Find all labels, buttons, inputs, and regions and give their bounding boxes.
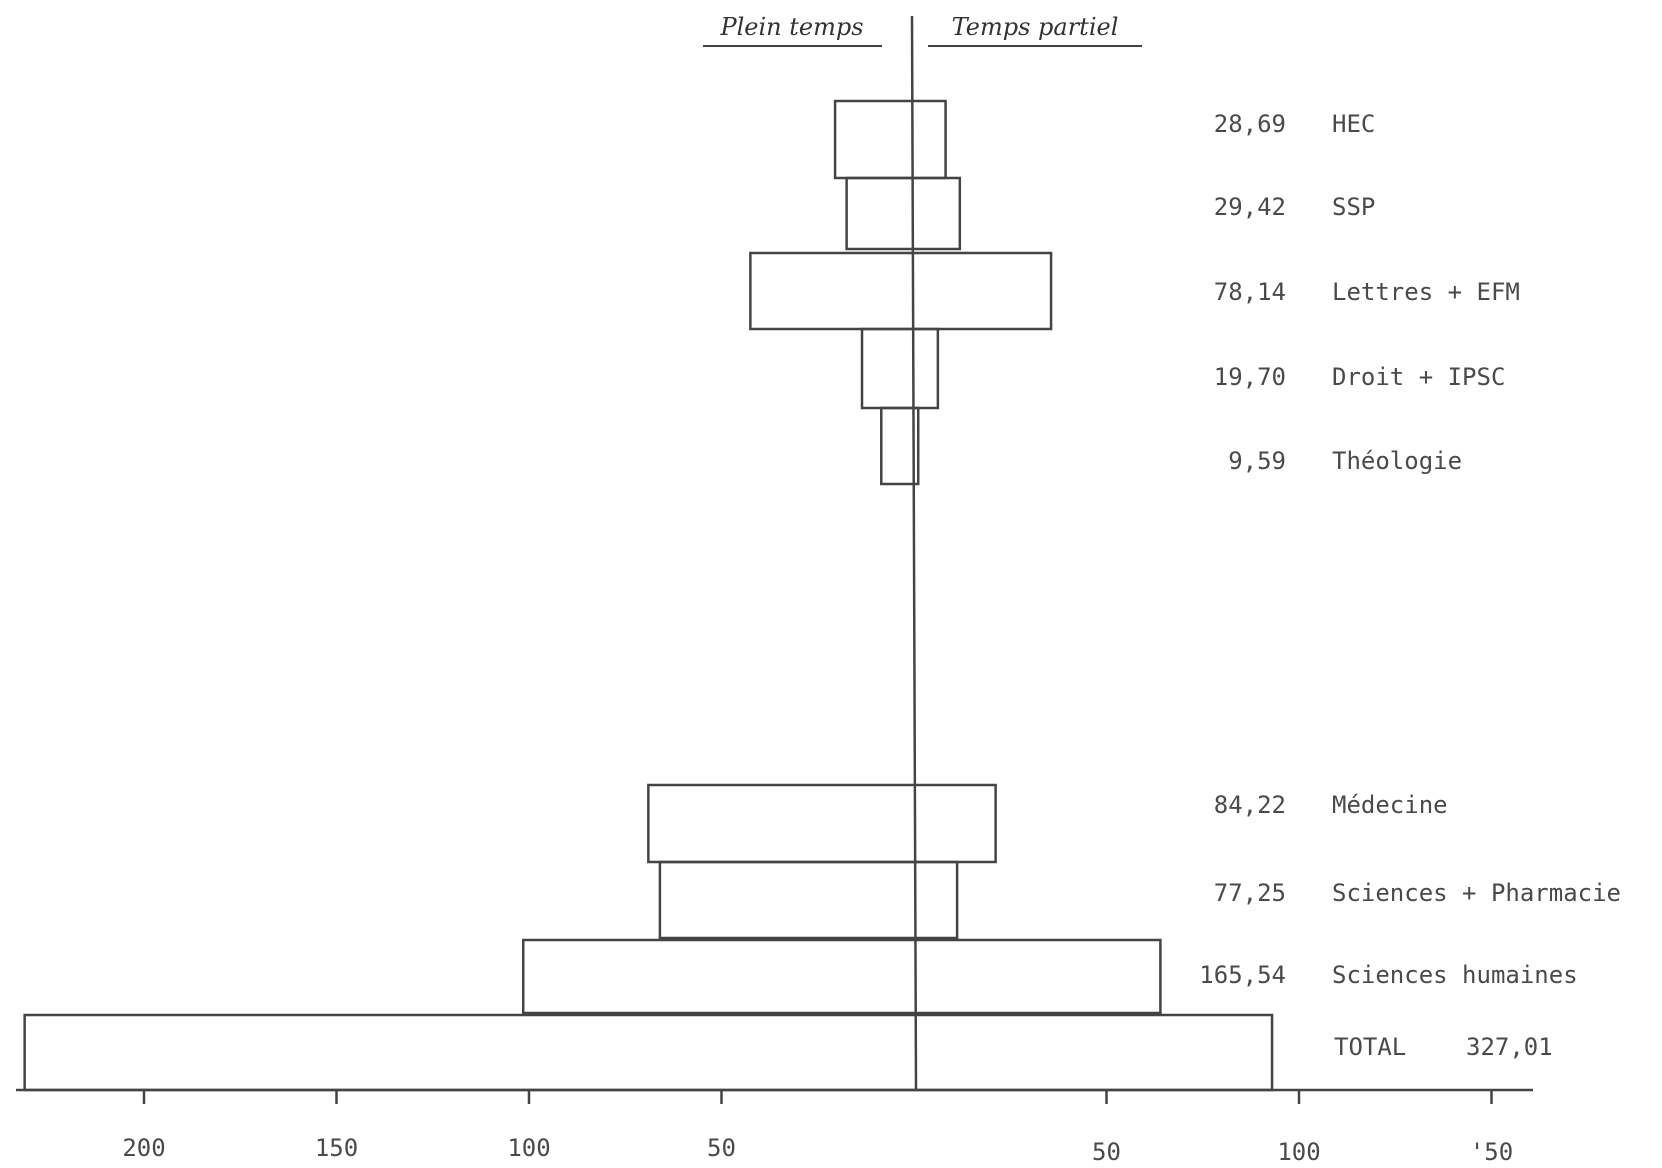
header-plein-temps: Plein temps xyxy=(719,13,863,41)
tick-label-left-100: 100 xyxy=(507,1134,550,1162)
category-label-total: TOTAL xyxy=(1334,1033,1406,1061)
value-label-theologie: 9,59 xyxy=(1228,447,1286,475)
value-label-total: 327,01 xyxy=(1466,1033,1553,1061)
labels-layer: 28,69 HEC 29,42 SSP 78,14 Lettres + EFM 19,70 D… xyxy=(1199,110,1621,1061)
value-label-medecine: 84,22 xyxy=(1214,791,1286,819)
bar-theologie xyxy=(880,406,920,486)
tick-label-right-50: 50 xyxy=(1092,1138,1121,1166)
bars-layer xyxy=(23,99,1274,1092)
tick-label-left-150: 150 xyxy=(315,1134,358,1162)
scale-ticks: 200 150 100 50 50 100 '50 xyxy=(122,1090,1513,1166)
category-label-hec: HEC xyxy=(1332,110,1375,138)
value-label-sciences-pharmacie: 77,25 xyxy=(1214,879,1286,907)
center-axis xyxy=(910,15,918,1091)
tick-label-right-150: '50 xyxy=(1470,1138,1513,1166)
category-label-sciences-humaines: Sciences humaines xyxy=(1332,961,1578,989)
bar-sciences-pharmacie xyxy=(658,860,959,940)
bar-lettres-efm xyxy=(749,251,1053,331)
bar-sciences-humaines xyxy=(521,938,1162,1015)
value-label-ssp: 29,42 xyxy=(1214,193,1286,221)
tick-label-left-50: 50 xyxy=(707,1134,736,1162)
category-label-sciences-pharmacie: Sciences + Pharmacie xyxy=(1332,879,1621,907)
bar-medecine xyxy=(647,783,997,864)
bar-ssp xyxy=(845,176,962,251)
category-label-ssp: SSP xyxy=(1332,193,1375,221)
bar-hec xyxy=(833,99,947,180)
tick-label-left-200: 200 xyxy=(122,1134,165,1162)
category-label-lettres-efm: Lettres + EFM xyxy=(1332,278,1520,306)
column-headers: Plein temps Temps partiel xyxy=(703,13,1142,47)
category-label-theologie: Théologie xyxy=(1332,447,1462,475)
tick-label-right-100: 100 xyxy=(1277,1138,1320,1166)
bar-droit-ipsc xyxy=(860,327,940,410)
value-label-droit-ipsc: 19,70 xyxy=(1214,363,1286,391)
value-label-hec: 28,69 xyxy=(1214,110,1286,138)
category-label-medecine: Médecine xyxy=(1332,791,1448,819)
header-temps-partiel: Temps partiel xyxy=(952,13,1119,41)
value-label-sciences-humaines: 165,54 xyxy=(1199,961,1286,989)
value-label-lettres-efm: 78,14 xyxy=(1214,278,1286,306)
category-label-droit-ipsc: Droit + IPSC xyxy=(1332,363,1505,391)
bar-total xyxy=(23,1013,1274,1092)
